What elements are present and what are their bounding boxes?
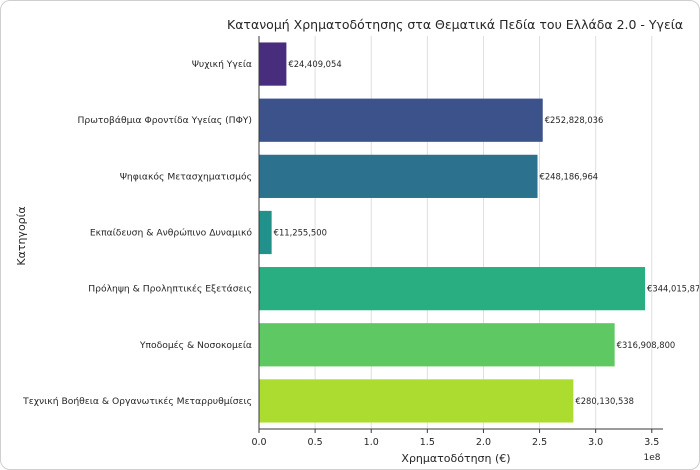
- bar: [259, 323, 615, 367]
- bar: [259, 210, 272, 255]
- category-label: Τεχνική Βοήθεια & Οργανωτικές Μεταρρυθμί…: [22, 396, 252, 407]
- category-label: Πρόληψη & Προληπτικές Εξετάσεις: [88, 284, 252, 295]
- bar-value-label: €24,409,054: [288, 59, 341, 69]
- bar-value-label: €344,015,872: [647, 284, 700, 294]
- axes: 0.0 0.5 1.0 1.5 2.0 2.5 3.0 3.5: [251, 36, 663, 448]
- x-tick-label: 2.5: [532, 437, 547, 448]
- category-label: Υποδομές & Νοσοκομεία: [139, 340, 252, 351]
- bars: [259, 42, 646, 423]
- x-tick-label: 1.0: [364, 437, 379, 448]
- x-axis-label: Χρηματοδότηση (€): [401, 452, 510, 465]
- category-label: Ψυχική Υγεία: [192, 59, 252, 70]
- bar-value-label: €252,828,036: [545, 115, 604, 125]
- chart-title: Κατανομή Χρηματοδότησης στα Θεματικά Πεδ…: [227, 17, 683, 32]
- bar-value-label: €316,908,800: [617, 340, 676, 350]
- bar: [259, 267, 646, 311]
- bar: [259, 154, 538, 198]
- bar-value-label: €280,130,538: [575, 396, 634, 406]
- x-tick-label: 3.5: [644, 437, 659, 448]
- category-label: Ψηφιακός Μετασχηματισμός: [120, 171, 252, 182]
- x-tick-label: 3.0: [588, 437, 603, 448]
- bar: [259, 98, 543, 142]
- x-tick-label: 0.0: [251, 437, 266, 448]
- bar-value-label: €11,255,500: [274, 228, 327, 238]
- bar: [259, 379, 574, 423]
- y-axis-label: Κατηγορία: [15, 206, 28, 265]
- category-label: Πρωτοβάθμια Φροντίδα Υγείας (ΠΦΥ): [77, 115, 252, 126]
- bar: [259, 42, 287, 86]
- x-tick-label: 2.0: [476, 437, 491, 448]
- labels: €24,409,054 Ψυχική Υγεία €252,828,036 Πρωτο…: [22, 59, 700, 407]
- category-label: Εκπαίδευση & Ανθρώπινο Δυναμικό: [90, 228, 253, 239]
- x-tick-label: 0.5: [308, 437, 323, 448]
- x-tick-label: 1.5: [420, 437, 435, 448]
- bar-value-label: €248,186,964: [540, 171, 599, 181]
- x-axis-offset-label: 1e8: [644, 453, 661, 463]
